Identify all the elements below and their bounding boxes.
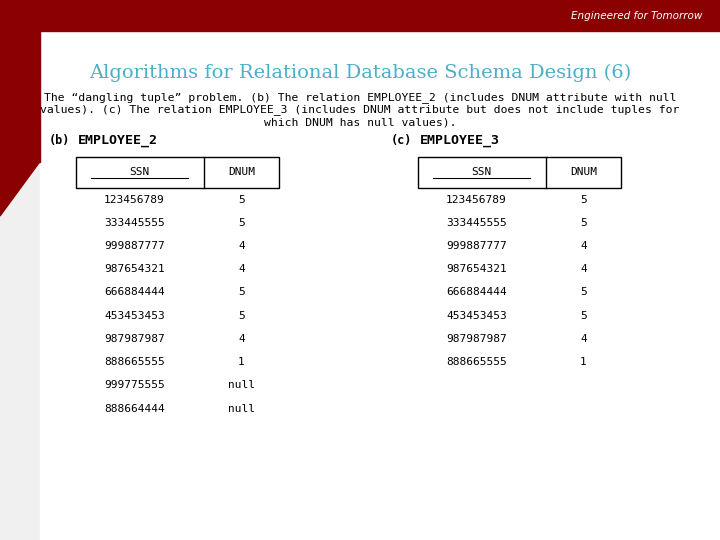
Text: 5: 5 xyxy=(238,218,245,228)
Text: 5: 5 xyxy=(580,287,587,298)
Text: 4: 4 xyxy=(238,264,245,274)
Bar xyxy=(0,31,40,162)
Text: 453453453: 453453453 xyxy=(446,310,507,321)
Text: 5: 5 xyxy=(238,310,245,321)
Text: (c): (c) xyxy=(391,134,413,147)
Text: 999775555: 999775555 xyxy=(104,380,165,390)
Text: 987654321: 987654321 xyxy=(446,264,507,274)
Text: which DNUM has null values).: which DNUM has null values). xyxy=(264,117,456,127)
Text: DNUM: DNUM xyxy=(570,167,597,177)
Text: 4: 4 xyxy=(580,241,587,251)
Text: 5: 5 xyxy=(238,287,245,298)
Text: null: null xyxy=(228,403,255,414)
Polygon shape xyxy=(0,162,40,216)
Text: Algorithms for Relational Database Schema Design (6): Algorithms for Relational Database Schem… xyxy=(89,64,631,82)
Bar xyxy=(0,0,720,31)
Text: SSN: SSN xyxy=(130,167,150,177)
Text: 888665555: 888665555 xyxy=(446,357,507,367)
Text: 999887777: 999887777 xyxy=(446,241,507,251)
Text: 5: 5 xyxy=(238,194,245,205)
Text: 5: 5 xyxy=(580,194,587,205)
Text: 1: 1 xyxy=(580,357,587,367)
Text: 123456789: 123456789 xyxy=(104,194,165,205)
Text: 999887777: 999887777 xyxy=(104,241,165,251)
Text: 4: 4 xyxy=(580,334,587,344)
Text: (b): (b) xyxy=(49,134,71,147)
Text: 123456789: 123456789 xyxy=(446,194,507,205)
Text: 453453453: 453453453 xyxy=(104,310,165,321)
Text: 888664444: 888664444 xyxy=(104,403,165,414)
Text: 1: 1 xyxy=(238,357,245,367)
Text: 987654321: 987654321 xyxy=(104,264,165,274)
Bar xyxy=(76,157,279,188)
Text: SSN: SSN xyxy=(472,167,492,177)
Text: 5: 5 xyxy=(580,310,587,321)
Text: 888665555: 888665555 xyxy=(104,357,165,367)
Text: Engineered for Tomorrow: Engineered for Tomorrow xyxy=(571,11,702,21)
Text: 4: 4 xyxy=(238,334,245,344)
Text: DNUM: DNUM xyxy=(228,167,255,177)
Bar xyxy=(418,157,621,188)
Text: EMPLOYEE_3: EMPLOYEE_3 xyxy=(420,134,500,147)
Text: 4: 4 xyxy=(580,264,587,274)
Text: 987987987: 987987987 xyxy=(104,334,165,344)
Text: values). (c) The relation EMPLOYEE_3 (includes DNUM attribute but does not inclu: values). (c) The relation EMPLOYEE_3 (in… xyxy=(40,104,680,115)
Text: EMPLOYEE_2: EMPLOYEE_2 xyxy=(78,134,158,147)
Text: The “dangling tuple” problem. (b) The relation EMPLOYEE_2 (includes DNUM attribu: The “dangling tuple” problem. (b) The re… xyxy=(44,92,676,103)
Text: 4: 4 xyxy=(238,241,245,251)
Text: null: null xyxy=(228,380,255,390)
Text: 333445555: 333445555 xyxy=(446,218,507,228)
Text: 333445555: 333445555 xyxy=(104,218,165,228)
Text: 666884444: 666884444 xyxy=(446,287,507,298)
Text: 987987987: 987987987 xyxy=(446,334,507,344)
Text: 5: 5 xyxy=(580,218,587,228)
Text: 666884444: 666884444 xyxy=(104,287,165,298)
